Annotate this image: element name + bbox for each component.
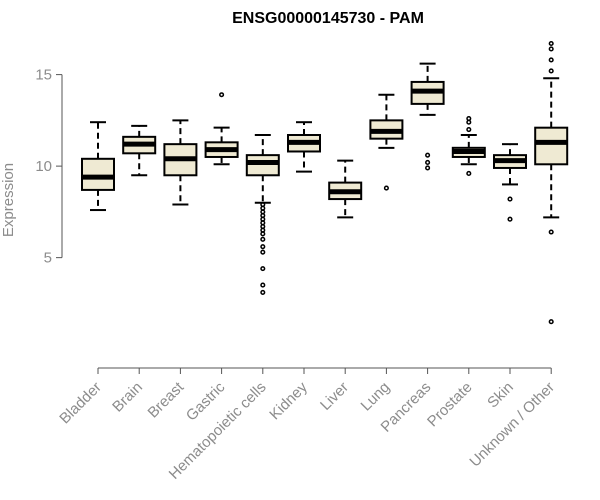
iqr-box xyxy=(81,157,115,191)
outlier-point xyxy=(260,266,266,272)
box-lung xyxy=(369,93,404,191)
box-gastric xyxy=(204,92,239,166)
outlier-point xyxy=(425,159,431,166)
box-breast xyxy=(163,119,198,206)
outlier-point xyxy=(548,319,554,325)
iqr-box xyxy=(245,154,280,177)
outlier-point xyxy=(507,196,513,202)
x-tick-label: Skin xyxy=(484,379,517,412)
outlier-point xyxy=(548,57,554,63)
outlier-point xyxy=(383,185,389,191)
x-tick-label: Kidney xyxy=(266,378,311,423)
x-tick-label: Prostate xyxy=(424,379,476,431)
x-tick-label: Breast xyxy=(145,378,188,421)
chart-title: ENSG00000145730 - PAM xyxy=(232,10,424,27)
outlier-point xyxy=(260,249,266,255)
outlier-point xyxy=(425,165,431,171)
x-tick-label: Bladder xyxy=(56,379,105,428)
outlier-point xyxy=(548,40,554,47)
box-bladder xyxy=(81,121,115,212)
x-tick-label: Lung xyxy=(358,379,394,415)
y-tick-label: 5 xyxy=(44,250,52,267)
outlier-point xyxy=(425,152,431,158)
outlier-point xyxy=(548,229,554,235)
x-tick-label: Brain xyxy=(109,379,146,416)
box-brain xyxy=(122,124,157,177)
y-tick-label: 15 xyxy=(35,67,52,84)
x-tick-label: Liver xyxy=(317,379,352,414)
outlier-point xyxy=(260,244,266,250)
box-pancreas xyxy=(410,62,445,171)
box-unknown-other xyxy=(534,40,569,325)
box-liver xyxy=(328,159,363,219)
outlier-point xyxy=(219,92,225,98)
outlier-point xyxy=(260,289,266,295)
outlier-point xyxy=(466,170,472,176)
plot-area xyxy=(81,40,569,325)
box-prostate xyxy=(451,115,486,176)
outlier-point xyxy=(260,231,266,237)
outlier-point xyxy=(466,126,472,133)
outlier-point xyxy=(260,236,266,242)
box-hematopoietic-cells xyxy=(245,134,280,295)
outlier-point xyxy=(507,216,513,222)
box-skin xyxy=(493,143,527,222)
y-axis-label: Expression xyxy=(0,163,17,237)
outlier-point xyxy=(466,119,472,125)
outlier-point xyxy=(548,68,554,74)
box-kidney xyxy=(287,121,321,173)
outlier-point xyxy=(260,282,266,288)
iqr-box xyxy=(534,126,569,166)
outlier-point xyxy=(548,46,554,52)
y-tick-label: 10 xyxy=(35,158,52,175)
